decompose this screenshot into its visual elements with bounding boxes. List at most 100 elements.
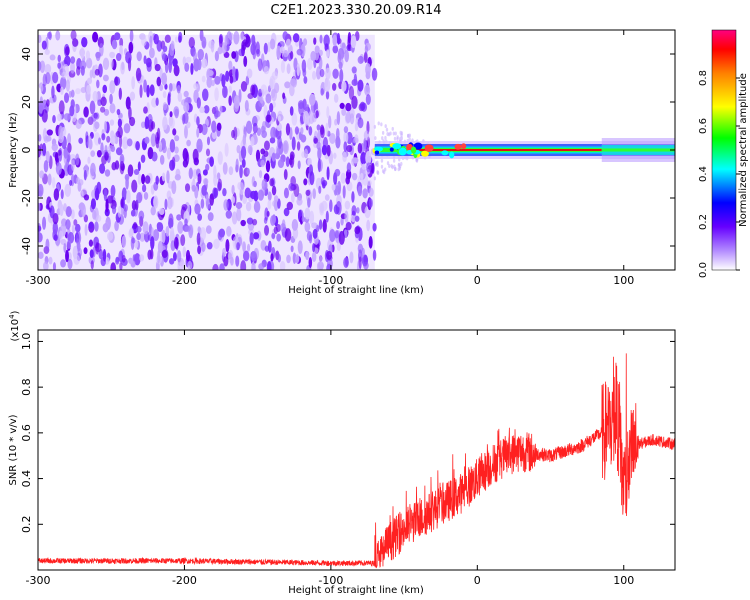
spectral-cell (266, 261, 272, 270)
spectral-cell (94, 121, 100, 130)
spectral-cell (297, 240, 303, 254)
spectral-cell (67, 258, 73, 270)
spectral-cell (325, 67, 331, 80)
spectral-cell (209, 156, 214, 167)
spectral-cell (337, 52, 342, 64)
spectral-cell (305, 189, 311, 196)
spectral-cell (80, 190, 84, 199)
spectral-cell (277, 115, 281, 122)
spectral-cell (251, 261, 256, 270)
spectral-cell (296, 141, 301, 151)
spectral-cell (139, 84, 143, 99)
spectral-cell (48, 256, 53, 265)
y-tick-label: 0.4 (20, 470, 33, 488)
spectral-cell (140, 121, 146, 129)
spectral-cell (153, 33, 159, 45)
spectral-cell (340, 172, 346, 184)
signal-blob (392, 143, 402, 150)
spectral-cell (150, 120, 156, 130)
colorbar-tick-label: 0.4 (698, 166, 709, 182)
spectral-cell (115, 256, 120, 263)
spectral-cell (231, 196, 236, 204)
spectral-cell (276, 147, 281, 159)
spectral-cell (42, 73, 48, 87)
spectral-cell (135, 67, 142, 82)
spectral-cell (270, 126, 277, 140)
spectral-cell (87, 156, 91, 164)
spectral-cell (384, 124, 387, 129)
spectral-cell (309, 171, 315, 186)
spectral-cell (240, 31, 244, 41)
spectral-cell (271, 185, 277, 196)
spectral-cell (83, 106, 89, 118)
spectral-cell (339, 102, 345, 109)
spectral-cell (168, 82, 173, 92)
bottom-x-axis: -300 -200 -100 0 100 (26, 330, 634, 587)
spectral-cell (136, 232, 142, 241)
spectral-cell (57, 54, 61, 63)
spectral-cell (286, 254, 291, 264)
spectral-cell (176, 85, 181, 94)
x-tick-label: -100 (318, 574, 343, 587)
spectral-cell (52, 115, 56, 124)
spectral-cell (315, 110, 319, 118)
spectral-cell (225, 238, 230, 253)
colorbar-tick-label: 0.6 (698, 118, 709, 134)
spectral-cell (64, 46, 70, 56)
spectral-cell (323, 34, 330, 48)
spectral-cell (46, 129, 53, 136)
spectral-cell (291, 76, 298, 88)
spectral-cell (136, 51, 142, 62)
x-tick-label: 100 (613, 274, 634, 287)
spectral-cell (372, 249, 377, 261)
spectral-cell (172, 252, 177, 262)
spectral-cell (184, 218, 188, 226)
spectral-cell (80, 47, 85, 59)
spectral-cell (64, 92, 70, 104)
spectral-cell (162, 45, 168, 53)
spectral-cell (188, 167, 193, 180)
y-tick-label: -20 (20, 189, 33, 207)
spectral-cell (104, 144, 108, 154)
spectral-cell (81, 203, 86, 218)
spectral-cell (51, 177, 56, 189)
spectral-cell (38, 202, 41, 212)
spectral-cell (320, 126, 325, 139)
spectral-cell (342, 151, 347, 163)
spectral-cell (321, 200, 328, 211)
spectral-cell (75, 153, 80, 166)
spectral-cell (114, 220, 119, 232)
spectral-cell (90, 162, 96, 177)
spectral-cell (213, 105, 219, 120)
y-tick-label: 0.2 (20, 516, 33, 534)
spectral-cell (144, 136, 150, 145)
spectral-cell (322, 182, 326, 189)
spectral-cell (149, 35, 153, 49)
spectral-cell (213, 165, 217, 179)
spectral-cell (155, 175, 159, 185)
spectral-cell (317, 158, 321, 173)
spectral-cell (159, 154, 165, 165)
spectral-cell (69, 179, 73, 187)
spectral-cell (203, 178, 209, 185)
spectral-cell (336, 32, 341, 45)
spectral-cell (167, 196, 173, 210)
spectral-cell (103, 120, 108, 133)
spectral-cell (335, 127, 340, 141)
spectral-cell (321, 144, 328, 156)
x-tick-label: -200 (172, 574, 197, 587)
spectral-cell (357, 55, 364, 64)
spectral-cell (291, 192, 295, 203)
spectral-cell (258, 263, 265, 270)
spectral-cell (217, 151, 223, 165)
spectral-cell (397, 162, 401, 167)
spectral-cell (192, 51, 198, 63)
spectral-cell (197, 58, 202, 71)
spectral-cell (250, 136, 255, 147)
spectral-cell (128, 106, 132, 120)
spectral-cell (98, 137, 102, 145)
spectral-cell (296, 63, 301, 77)
spectral-cell (171, 180, 177, 195)
spectral-cell (277, 254, 282, 263)
spectral-cell (363, 51, 368, 64)
